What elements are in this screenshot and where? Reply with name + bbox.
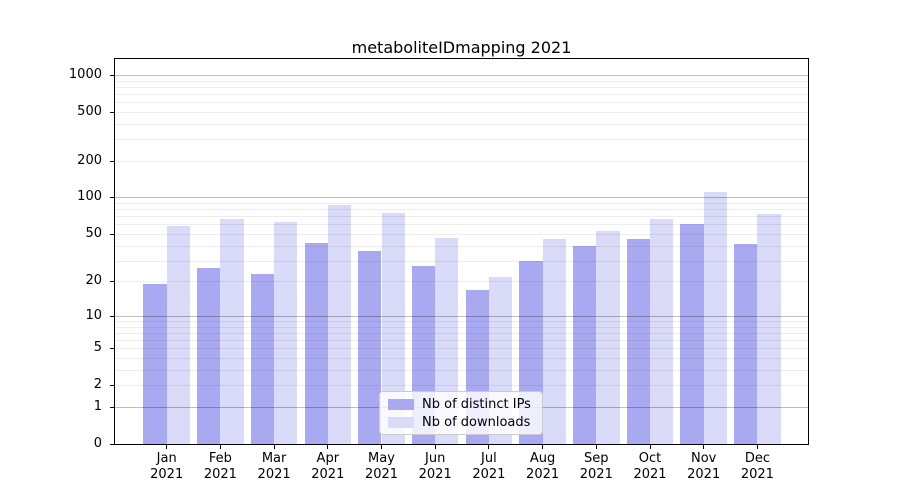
y-tick-1000: [110, 74, 114, 76]
bar-downloads-jan: [166, 226, 190, 444]
x-tick-label-dec: Dec 2021: [740, 451, 774, 482]
bar-ips-apr: [304, 243, 328, 444]
x-tick-label-jul: Jul 2021: [472, 451, 506, 482]
bar-ips-sep: [573, 245, 597, 444]
bar-downloads-oct: [650, 218, 674, 444]
legend-swatch-downloads: [388, 417, 414, 428]
bar-ips-feb: [197, 267, 221, 444]
x-tick-apr: [327, 445, 329, 449]
y-tick-100: [110, 197, 114, 199]
legend-item-distinct-ips: Nb of distinct IPs: [388, 397, 534, 412]
x-tick-label-oct: Oct 2021: [633, 451, 667, 482]
legend: Nb of distinct IPs Nb of downloads: [379, 391, 543, 435]
y-tick-0: [110, 444, 114, 445]
bar-downloads-sep: [596, 230, 620, 444]
y-tick-50: [110, 233, 114, 235]
y-tick-label-200: 200: [77, 152, 102, 168]
chart-title: metaboliteIDmapping 2021: [351, 38, 572, 57]
bar-ips-mar: [250, 274, 275, 444]
x-tick-dec: [756, 445, 758, 449]
y-tick-10: [110, 315, 114, 317]
y-tick-label-10: 10: [85, 307, 102, 323]
bars-layer: [115, 59, 808, 444]
x-tick-label-nov: Nov 2021: [687, 451, 721, 482]
y-tick-label-0: 0: [93, 436, 102, 451]
y-tick-5: [110, 348, 114, 350]
bar-ips-jan: [143, 283, 167, 444]
y-tick-20: [110, 281, 114, 283]
y-tick-2: [110, 385, 114, 387]
x-tick-may: [381, 445, 382, 449]
y-tick-label-5: 5: [93, 340, 102, 356]
bar-ips-may: [358, 251, 382, 444]
y-tick-label-1: 1: [93, 398, 102, 414]
x-tick-oct: [649, 445, 651, 449]
bar-ips-oct: [626, 239, 650, 444]
bar-downloads-mar: [274, 221, 298, 444]
x-tick-label-aug: Aug 2021: [526, 451, 560, 482]
y-tick-label-20: 20: [85, 273, 102, 289]
x-tick-label-jan: Jan 2021: [150, 451, 184, 482]
x-tick-jun: [434, 445, 436, 449]
legend-label-downloads: Nb of downloads: [422, 415, 531, 430]
bar-downloads-apr: [327, 204, 352, 444]
bar-downloads-feb: [220, 218, 244, 444]
bar-ips-dec: [734, 244, 758, 444]
y-tick-200: [110, 160, 114, 162]
y-tick-label-2: 2: [93, 377, 102, 393]
legend-swatch-distinct-ips: [388, 399, 414, 410]
x-tick-mar: [273, 445, 275, 449]
x-tick-sep: [595, 445, 597, 449]
x-tick-label-mar: Mar 2021: [257, 451, 291, 482]
plot-area: [114, 58, 809, 445]
y-tick-label-100: 100: [77, 189, 102, 205]
x-tick-label-may: May 2021: [364, 451, 399, 482]
x-tick-label-jun: Jun 2021: [418, 451, 452, 482]
bar-downloads-nov: [703, 192, 727, 444]
y-tick-label-500: 500: [77, 103, 102, 119]
x-tick-nov: [703, 445, 705, 449]
x-tick-aug: [542, 445, 544, 449]
x-tick-label-sep: Sep 2021: [579, 451, 613, 482]
y-tick-1: [110, 406, 114, 408]
legend-item-downloads: Nb of downloads: [388, 415, 534, 430]
y-tick-label-1000: 1000: [68, 66, 102, 82]
x-tick-jan: [166, 445, 168, 449]
x-tick-feb: [219, 445, 221, 449]
bar-downloads-aug: [542, 239, 566, 444]
x-tick-label-apr: Apr 2021: [311, 451, 345, 482]
bar-downloads-may: [381, 212, 405, 444]
bar-downloads-dec: [757, 214, 781, 444]
y-tick-label-50: 50: [85, 225, 102, 241]
x-tick-jul: [488, 445, 490, 449]
bar-ips-nov: [680, 224, 704, 444]
y-tick-500: [110, 111, 114, 113]
legend-label-distinct-ips: Nb of distinct IPs: [422, 397, 531, 412]
x-tick-label-feb: Feb 2021: [203, 451, 237, 482]
